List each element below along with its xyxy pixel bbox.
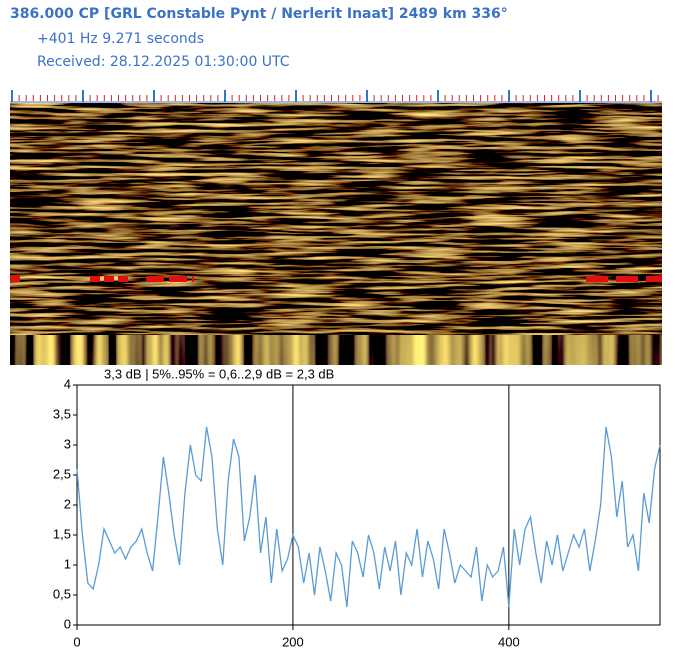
x-tick-label: 400 — [498, 634, 520, 649]
y-tick-label: 1,5 — [53, 526, 71, 541]
y-tick-label: 2 — [64, 496, 71, 511]
spectrogram — [10, 103, 662, 335]
x-tick-label: 200 — [282, 634, 304, 649]
title: 386.000 CP [GRL Constable Pynt / Nerleri… — [10, 6, 508, 22]
chart-subtitle: 3,3 dB | 5%..95% = 0,6..2,9 dB = 2,3 dB — [104, 366, 334, 381]
y-tick-label: 4 — [64, 376, 71, 391]
info: +401 Hz 9.271 seconds — [37, 31, 204, 47]
y-tick-label: 1 — [64, 556, 71, 571]
received: Received: 28.12.2025 01:30:00 UTC — [37, 54, 290, 70]
plot-frame — [76, 384, 661, 626]
y-tick-label: 3 — [64, 436, 71, 451]
x-tick-label: 0 — [73, 634, 80, 649]
y-tick-label: 0 — [64, 616, 71, 631]
y-tick-label: 0,5 — [53, 586, 71, 601]
signal-band — [10, 335, 662, 365]
y-tick-label: 3,5 — [53, 406, 71, 421]
ruler — [10, 90, 662, 103]
y-tick-label: 2,5 — [53, 466, 71, 481]
data-line — [76, 426, 661, 608]
